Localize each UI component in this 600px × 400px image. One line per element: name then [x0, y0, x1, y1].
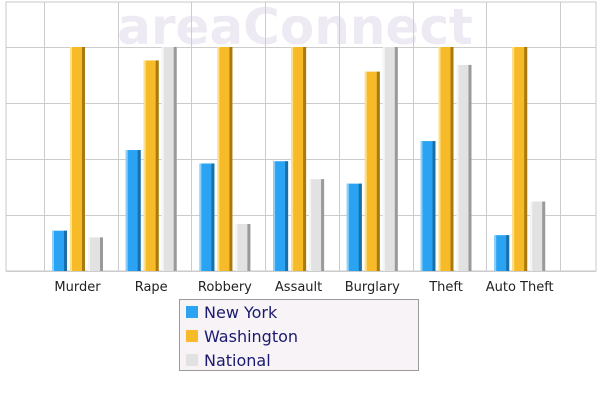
bar-shadow	[321, 179, 325, 271]
bar-new-york	[199, 163, 215, 271]
bar-shadow	[524, 47, 528, 271]
bar-highlight	[438, 47, 441, 271]
bar-new-york	[125, 150, 141, 271]
bar-national	[382, 47, 398, 271]
bar-highlight	[273, 161, 276, 271]
bar-highlight	[309, 179, 312, 271]
bar-washington	[438, 47, 454, 271]
bar-highlight	[143, 60, 146, 271]
bar-highlight	[52, 230, 54, 271]
x-tick-label: Auto Theft	[486, 280, 554, 295]
x-tick-label: Murder	[54, 280, 101, 295]
bar-highlight	[125, 150, 128, 271]
bar-shadow	[450, 47, 454, 271]
legend-label-new-york: New York	[204, 302, 278, 322]
legend-item-national: National	[186, 350, 271, 370]
bar-washington	[364, 71, 380, 271]
bar-highlight	[346, 183, 349, 271]
bar-highlight	[530, 201, 533, 271]
bar-shadow	[376, 71, 380, 271]
bar-shadow	[137, 150, 141, 271]
bar-highlight	[364, 71, 367, 271]
legend-item-washington: Washington	[186, 326, 298, 346]
bar-washington	[512, 47, 528, 271]
bar-shadow	[211, 163, 215, 271]
legend: New York Washington National	[179, 299, 419, 371]
bar-shadow	[64, 230, 67, 271]
bar-washington	[217, 47, 233, 271]
bar-national	[456, 64, 472, 271]
bar-highlight	[161, 47, 164, 271]
x-tick-label: Assault	[275, 280, 322, 295]
bar-new-york	[52, 230, 67, 271]
bar-highlight	[456, 64, 459, 271]
bar-highlight	[512, 47, 515, 271]
bar-national	[235, 223, 251, 271]
bar-highlight	[70, 47, 72, 271]
bar-shadow	[82, 47, 85, 271]
bar-highlight	[199, 163, 202, 271]
bar-shadow	[100, 237, 103, 271]
bar-highlight	[217, 47, 220, 271]
bar-national	[530, 201, 546, 271]
legend-swatch-washington	[186, 330, 198, 342]
bar-new-york	[346, 183, 362, 271]
bar-new-york	[420, 141, 436, 271]
x-tick-label: Burglary	[345, 280, 400, 295]
bar-highlight	[420, 141, 423, 271]
x-tick-label: Theft	[428, 280, 463, 295]
x-tick-label: Rape	[135, 280, 168, 295]
bar-shadow	[303, 47, 307, 271]
bar-shadow	[394, 47, 398, 271]
bar-highlight	[291, 47, 294, 271]
legend-item-new-york: New York	[186, 302, 277, 322]
bar-highlight	[88, 237, 90, 271]
bar-new-york	[494, 235, 510, 271]
bar-highlight	[382, 47, 385, 271]
x-tick-label: Robbery	[198, 280, 252, 295]
bar-washington	[291, 47, 307, 271]
bar-shadow	[285, 161, 289, 271]
legend-label-washington: Washington	[204, 326, 299, 346]
legend-label-national: National	[204, 350, 271, 370]
bar-shadow	[432, 141, 436, 271]
bar-national	[309, 179, 325, 271]
bar-shadow	[506, 235, 510, 271]
bar-highlight	[235, 223, 238, 271]
bar-shadow	[247, 223, 251, 271]
bar-national	[161, 47, 177, 271]
bar-highlight	[494, 235, 497, 271]
bar-washington	[70, 47, 85, 271]
bar-washington	[143, 60, 159, 271]
legend-swatch-new-york	[186, 306, 198, 318]
bar-shadow	[155, 60, 159, 271]
bar-shadow	[173, 47, 177, 271]
bar-new-york	[273, 161, 289, 271]
legend-swatch-national	[186, 354, 198, 366]
bar-shadow	[468, 64, 472, 271]
plot-area: Murder Rape Robbery Assault Burglary Theft Aut…	[5, 1, 597, 295]
bar-shadow	[229, 47, 233, 271]
bar-shadow	[542, 201, 546, 271]
bar-national	[88, 237, 103, 271]
bar-shadow	[358, 183, 362, 271]
